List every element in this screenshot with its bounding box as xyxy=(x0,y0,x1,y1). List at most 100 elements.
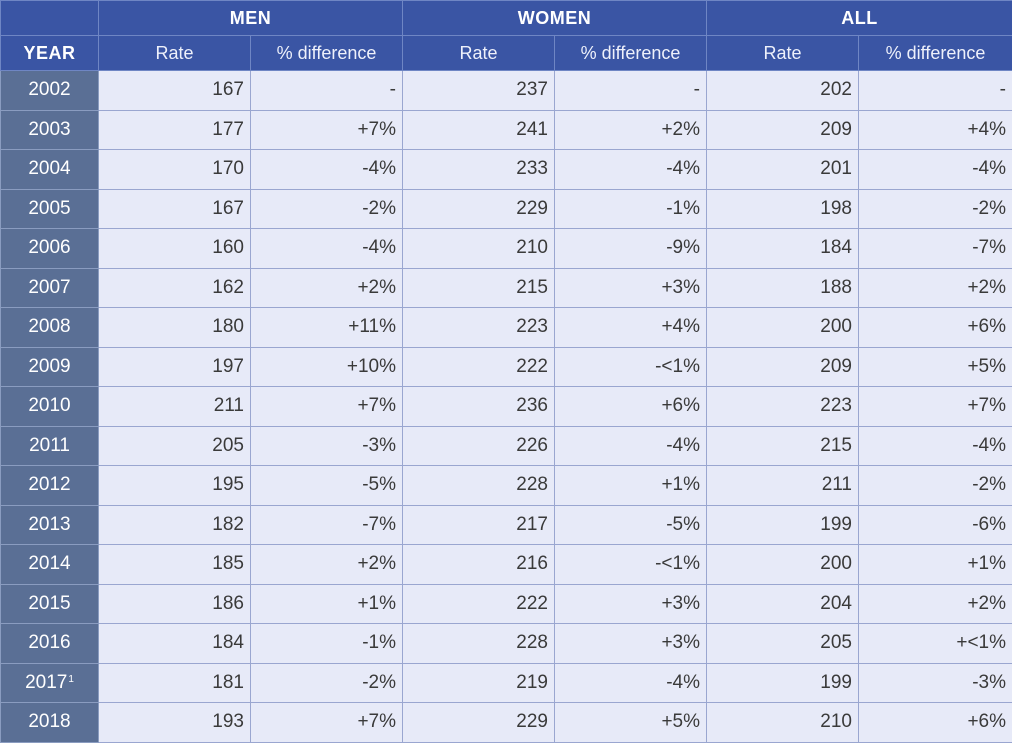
year-cell: 2006 xyxy=(1,229,99,269)
year-value: 2004 xyxy=(28,158,70,179)
all-diff-cell: -6% xyxy=(859,505,1012,545)
men-diff-cell: -4% xyxy=(251,229,403,269)
group-header-row: MEN WOMEN ALL xyxy=(1,1,1012,36)
footnote-marker: 1 xyxy=(68,674,74,685)
women-rate-header: Rate xyxy=(403,36,555,71)
all-rate-cell: 200 xyxy=(707,308,859,348)
all-diff-cell: +1% xyxy=(859,545,1012,585)
men-diff-cell: -4% xyxy=(251,150,403,190)
year-cell: 2002 xyxy=(1,71,99,111)
year-value: 2013 xyxy=(28,514,70,535)
year-cell: 2018 xyxy=(1,703,99,743)
men-diff-cell: +2% xyxy=(251,545,403,585)
women-diff-cell: +6% xyxy=(555,387,707,427)
men-rate-cell: 160 xyxy=(99,229,251,269)
all-rate-header: Rate xyxy=(707,36,859,71)
group-header-women: WOMEN xyxy=(403,1,707,36)
women-diff-cell: +4% xyxy=(555,308,707,348)
all-rate-cell: 199 xyxy=(707,505,859,545)
all-diff-header: % difference xyxy=(859,36,1012,71)
all-rate-cell: 200 xyxy=(707,545,859,585)
women-diff-cell: +3% xyxy=(555,268,707,308)
year-cell: 2012 xyxy=(1,466,99,506)
all-rate-cell: 188 xyxy=(707,268,859,308)
all-rate-cell: 184 xyxy=(707,229,859,269)
year-value: 2003 xyxy=(28,119,70,140)
all-diff-cell: +6% xyxy=(859,703,1012,743)
all-diff-cell: - xyxy=(859,71,1012,111)
table-row: 2015 186+1%222+3%204+2% xyxy=(1,584,1012,624)
women-rate-cell: 223 xyxy=(403,308,555,348)
all-diff-cell: -7% xyxy=(859,229,1012,269)
men-rate-cell: 167 xyxy=(99,189,251,229)
women-diff-cell: -4% xyxy=(555,150,707,190)
all-diff-cell: -2% xyxy=(859,466,1012,506)
men-rate-cell: 184 xyxy=(99,624,251,664)
women-rate-cell: 222 xyxy=(403,347,555,387)
year-value: 2015 xyxy=(28,593,70,614)
all-diff-cell: -2% xyxy=(859,189,1012,229)
all-rate-cell: 210 xyxy=(707,703,859,743)
women-rate-cell: 228 xyxy=(403,624,555,664)
men-rate-cell: 186 xyxy=(99,584,251,624)
men-rate-cell: 180 xyxy=(99,308,251,348)
men-rate-cell: 167 xyxy=(99,71,251,111)
women-rate-cell: 229 xyxy=(403,703,555,743)
men-diff-cell: +7% xyxy=(251,110,403,150)
year-value: 2011 xyxy=(29,435,70,456)
men-rate-cell: 205 xyxy=(99,426,251,466)
all-rate-cell: 201 xyxy=(707,150,859,190)
men-rate-cell: 211 xyxy=(99,387,251,427)
men-rate-cell: 197 xyxy=(99,347,251,387)
all-diff-cell: +<1% xyxy=(859,624,1012,664)
men-diff-cell: +1% xyxy=(251,584,403,624)
women-diff-cell: -5% xyxy=(555,505,707,545)
women-rate-cell: 236 xyxy=(403,387,555,427)
men-rate-cell: 195 xyxy=(99,466,251,506)
women-rate-cell: 222 xyxy=(403,584,555,624)
women-diff-cell: -4% xyxy=(555,663,707,703)
women-diff-cell: - xyxy=(555,71,707,111)
women-diff-cell: +1% xyxy=(555,466,707,506)
men-diff-cell: -2% xyxy=(251,663,403,703)
year-cell: 2016 xyxy=(1,624,99,664)
women-rate-cell: 241 xyxy=(403,110,555,150)
all-diff-cell: +7% xyxy=(859,387,1012,427)
men-diff-cell: -1% xyxy=(251,624,403,664)
year-cell: 2014 xyxy=(1,545,99,585)
women-rate-cell: 233 xyxy=(403,150,555,190)
all-diff-cell: +6% xyxy=(859,308,1012,348)
men-diff-header: % difference xyxy=(251,36,403,71)
all-diff-cell: -4% xyxy=(859,426,1012,466)
women-diff-cell: +3% xyxy=(555,584,707,624)
women-diff-cell: -4% xyxy=(555,426,707,466)
women-rate-cell: 217 xyxy=(403,505,555,545)
year-value: 2017 xyxy=(25,672,67,693)
year-value: 2002 xyxy=(28,79,70,100)
year-cell: 2007 xyxy=(1,268,99,308)
year-cell: 2015 xyxy=(1,584,99,624)
men-rate-cell: 177 xyxy=(99,110,251,150)
all-rate-cell: 204 xyxy=(707,584,859,624)
year-column-header: YEAR xyxy=(1,36,99,71)
all-rate-cell: 209 xyxy=(707,347,859,387)
women-diff-cell: +5% xyxy=(555,703,707,743)
women-diff-cell: -1% xyxy=(555,189,707,229)
year-cell: 2013 xyxy=(1,505,99,545)
all-rate-cell: 209 xyxy=(707,110,859,150)
year-cell: 2004 xyxy=(1,150,99,190)
all-diff-cell: +2% xyxy=(859,584,1012,624)
year-cell: 20171 xyxy=(1,663,99,703)
men-diff-cell: -2% xyxy=(251,189,403,229)
men-diff-cell: -7% xyxy=(251,505,403,545)
